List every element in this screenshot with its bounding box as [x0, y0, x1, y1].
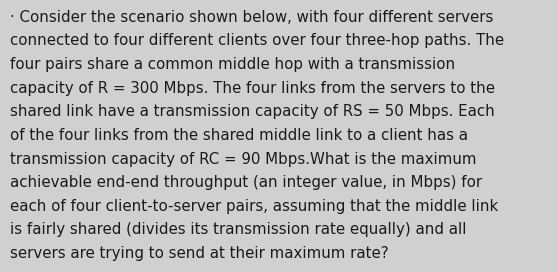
- Text: connected to four different clients over four three-hop paths. The: connected to four different clients over…: [10, 33, 504, 48]
- Text: shared link have a transmission capacity of RS = 50 Mbps. Each: shared link have a transmission capacity…: [10, 104, 495, 119]
- Text: is fairly shared (divides its transmission rate equally) and all: is fairly shared (divides its transmissi…: [10, 222, 466, 237]
- Text: servers are trying to send at their maximum rate?: servers are trying to send at their maxi…: [10, 246, 389, 261]
- Text: each of four client-to-server pairs, assuming that the middle link: each of four client-to-server pairs, ass…: [10, 199, 498, 214]
- Text: transmission capacity of RC = 90 Mbps.What is the maximum: transmission capacity of RC = 90 Mbps.Wh…: [10, 152, 477, 166]
- Text: · Consider the scenario shown below, with four different servers: · Consider the scenario shown below, wit…: [10, 10, 493, 24]
- Text: four pairs share a common middle hop with a transmission: four pairs share a common middle hop wit…: [10, 57, 455, 72]
- Text: achievable end-end throughput (an integer value, in Mbps) for: achievable end-end throughput (an intege…: [10, 175, 482, 190]
- Text: capacity of R = 300 Mbps. The four links from the servers to the: capacity of R = 300 Mbps. The four links…: [10, 81, 495, 95]
- Text: of the four links from the shared middle link to a client has a: of the four links from the shared middle…: [10, 128, 468, 143]
